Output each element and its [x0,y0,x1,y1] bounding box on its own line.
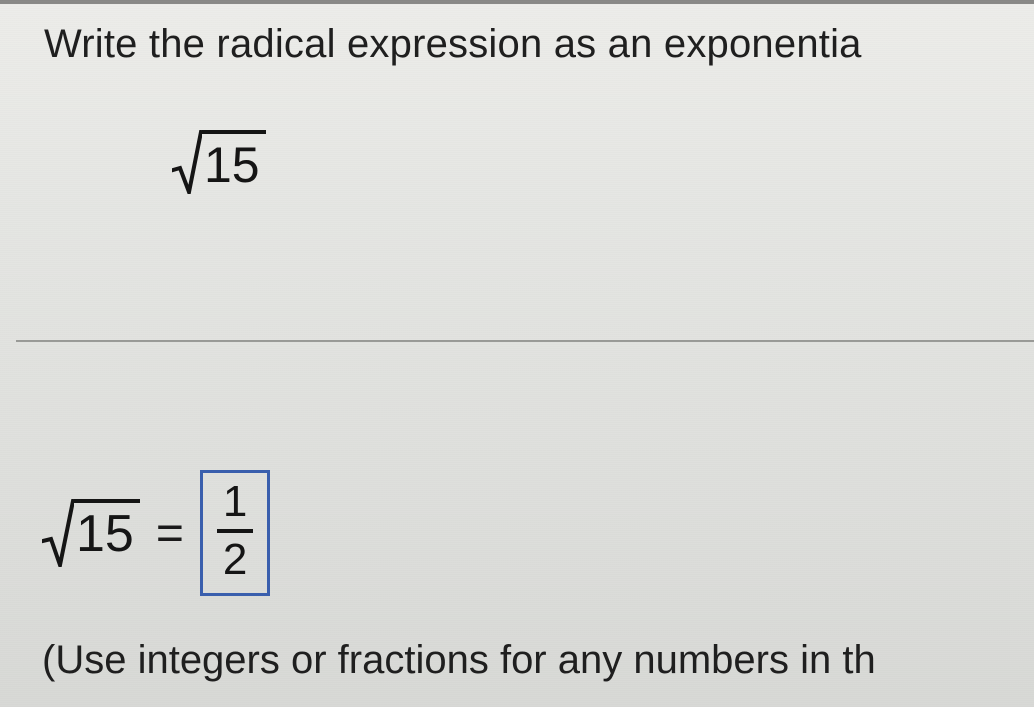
answer-fraction: 1 2 [217,479,253,583]
sqrt-expression: 15 [172,130,264,195]
answer-row: 15 = 1 2 [42,470,270,596]
answer-lhs-radicand: 15 [74,505,138,563]
radicand-wrap: 15 [74,499,138,566]
radicand: 15 [202,137,264,193]
question-prompt: Write the radical expression as an expon… [44,22,862,67]
radicand-wrap: 15 [202,130,264,195]
answer-input-box[interactable]: 1 2 [200,470,270,596]
vinculum [74,499,140,503]
worksheet-page: Write the radical expression as an expon… [0,0,1034,707]
fraction-denominator: 2 [217,537,253,583]
given-expression: 15 [172,130,264,195]
fraction-bar [217,529,253,533]
radical-sign-icon [42,499,74,567]
radical-sign-icon [172,130,202,194]
input-hint: (Use integers or fractions for any numbe… [42,638,876,683]
fraction-numerator: 1 [217,479,253,525]
top-border [0,0,1034,4]
equals-sign: = [156,506,184,561]
answer-lhs-sqrt: 15 [42,499,138,567]
vinculum [202,130,266,134]
section-divider [16,340,1034,342]
